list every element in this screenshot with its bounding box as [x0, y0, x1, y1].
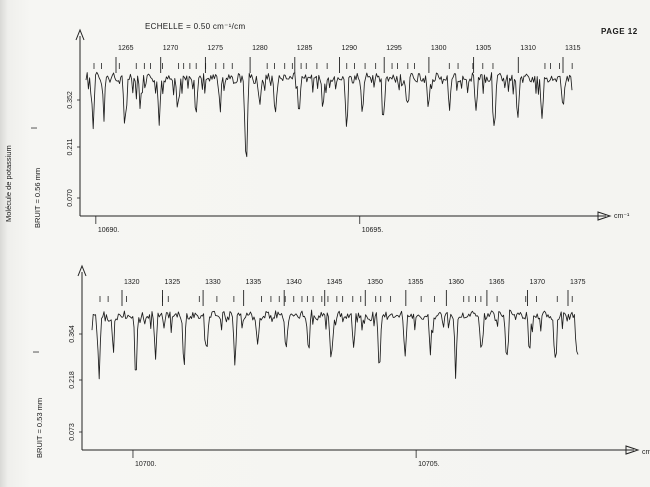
- line-number-label: 1300: [431, 45, 447, 52]
- spectrum-trace: [91, 309, 579, 380]
- chart-1: cm⁻¹ 0.352 0.211 0.070 I BRUIT = 0.56 mm 10690…: [30, 28, 630, 234]
- line-number-label: 1270: [163, 45, 179, 52]
- line-number-label: 1360: [448, 279, 464, 286]
- line-number-label: 1375: [570, 279, 586, 286]
- y-tick-label: 0.218: [69, 371, 76, 389]
- line-number-label: 1315: [565, 45, 581, 52]
- line-number-label: 1310: [520, 45, 536, 52]
- line-number-label: 1345: [327, 279, 343, 286]
- y-axis-arrow: [75, 28, 85, 41]
- x-axis-unit: cm⁻¹: [642, 449, 650, 456]
- scale-label: ECHELLE = 0.50 cm⁻¹/cm: [145, 22, 246, 31]
- line-number-label: 1340: [286, 279, 302, 286]
- y-tick-label: 0.211: [67, 138, 74, 155]
- line-number-label: 1330: [205, 279, 221, 286]
- line-number-label: 1320: [124, 279, 140, 286]
- y-tick-label: 0.364: [69, 325, 76, 343]
- line-number-label: 1355: [408, 279, 424, 286]
- line-number-label: 1370: [529, 279, 545, 286]
- y-tick-label: 0.352: [67, 91, 74, 109]
- chart-2: cm⁻¹ 0.364 0.218 0.073 I BRUIT = 0.53 mm 10700…: [32, 264, 650, 468]
- noise-label: BRUIT = 0.56 mm: [33, 168, 42, 228]
- page-number: PAGE 12: [601, 27, 638, 36]
- x-axis-unit: cm⁻¹: [614, 213, 630, 220]
- y-tick-label: 0.070: [67, 189, 74, 207]
- line-number-label: 1265: [118, 45, 134, 52]
- x-tick-label: 10705.: [418, 461, 439, 468]
- x-axis-arrow: [597, 211, 612, 221]
- line-number-label: 1335: [246, 279, 262, 286]
- intensity-symbol: I: [32, 351, 41, 353]
- line-number-label: 1290: [342, 45, 358, 52]
- x-tick-label: 10695.: [362, 227, 383, 234]
- x-tick-label: 10700.: [135, 461, 156, 468]
- x-tick-label: 10690.: [98, 227, 119, 234]
- intensity-symbol: I: [30, 127, 39, 129]
- line-number-label: 1280: [252, 45, 268, 52]
- line-number-label: 1275: [207, 45, 223, 52]
- line-number-label: 1365: [489, 279, 505, 286]
- noise-label: BRUIT = 0.53 mm: [35, 398, 44, 458]
- y-tick-label: 0.073: [69, 423, 76, 441]
- line-number-label: 1305: [476, 45, 492, 52]
- y-axis-arrow: [77, 264, 87, 277]
- spectrum-trace: [85, 71, 573, 158]
- line-number-label: 1295: [386, 45, 402, 52]
- x-axis-arrow: [625, 445, 640, 455]
- line-number-label: 1285: [297, 45, 313, 52]
- line-number-label: 1325: [165, 279, 181, 286]
- line-number-label: 1350: [367, 279, 383, 286]
